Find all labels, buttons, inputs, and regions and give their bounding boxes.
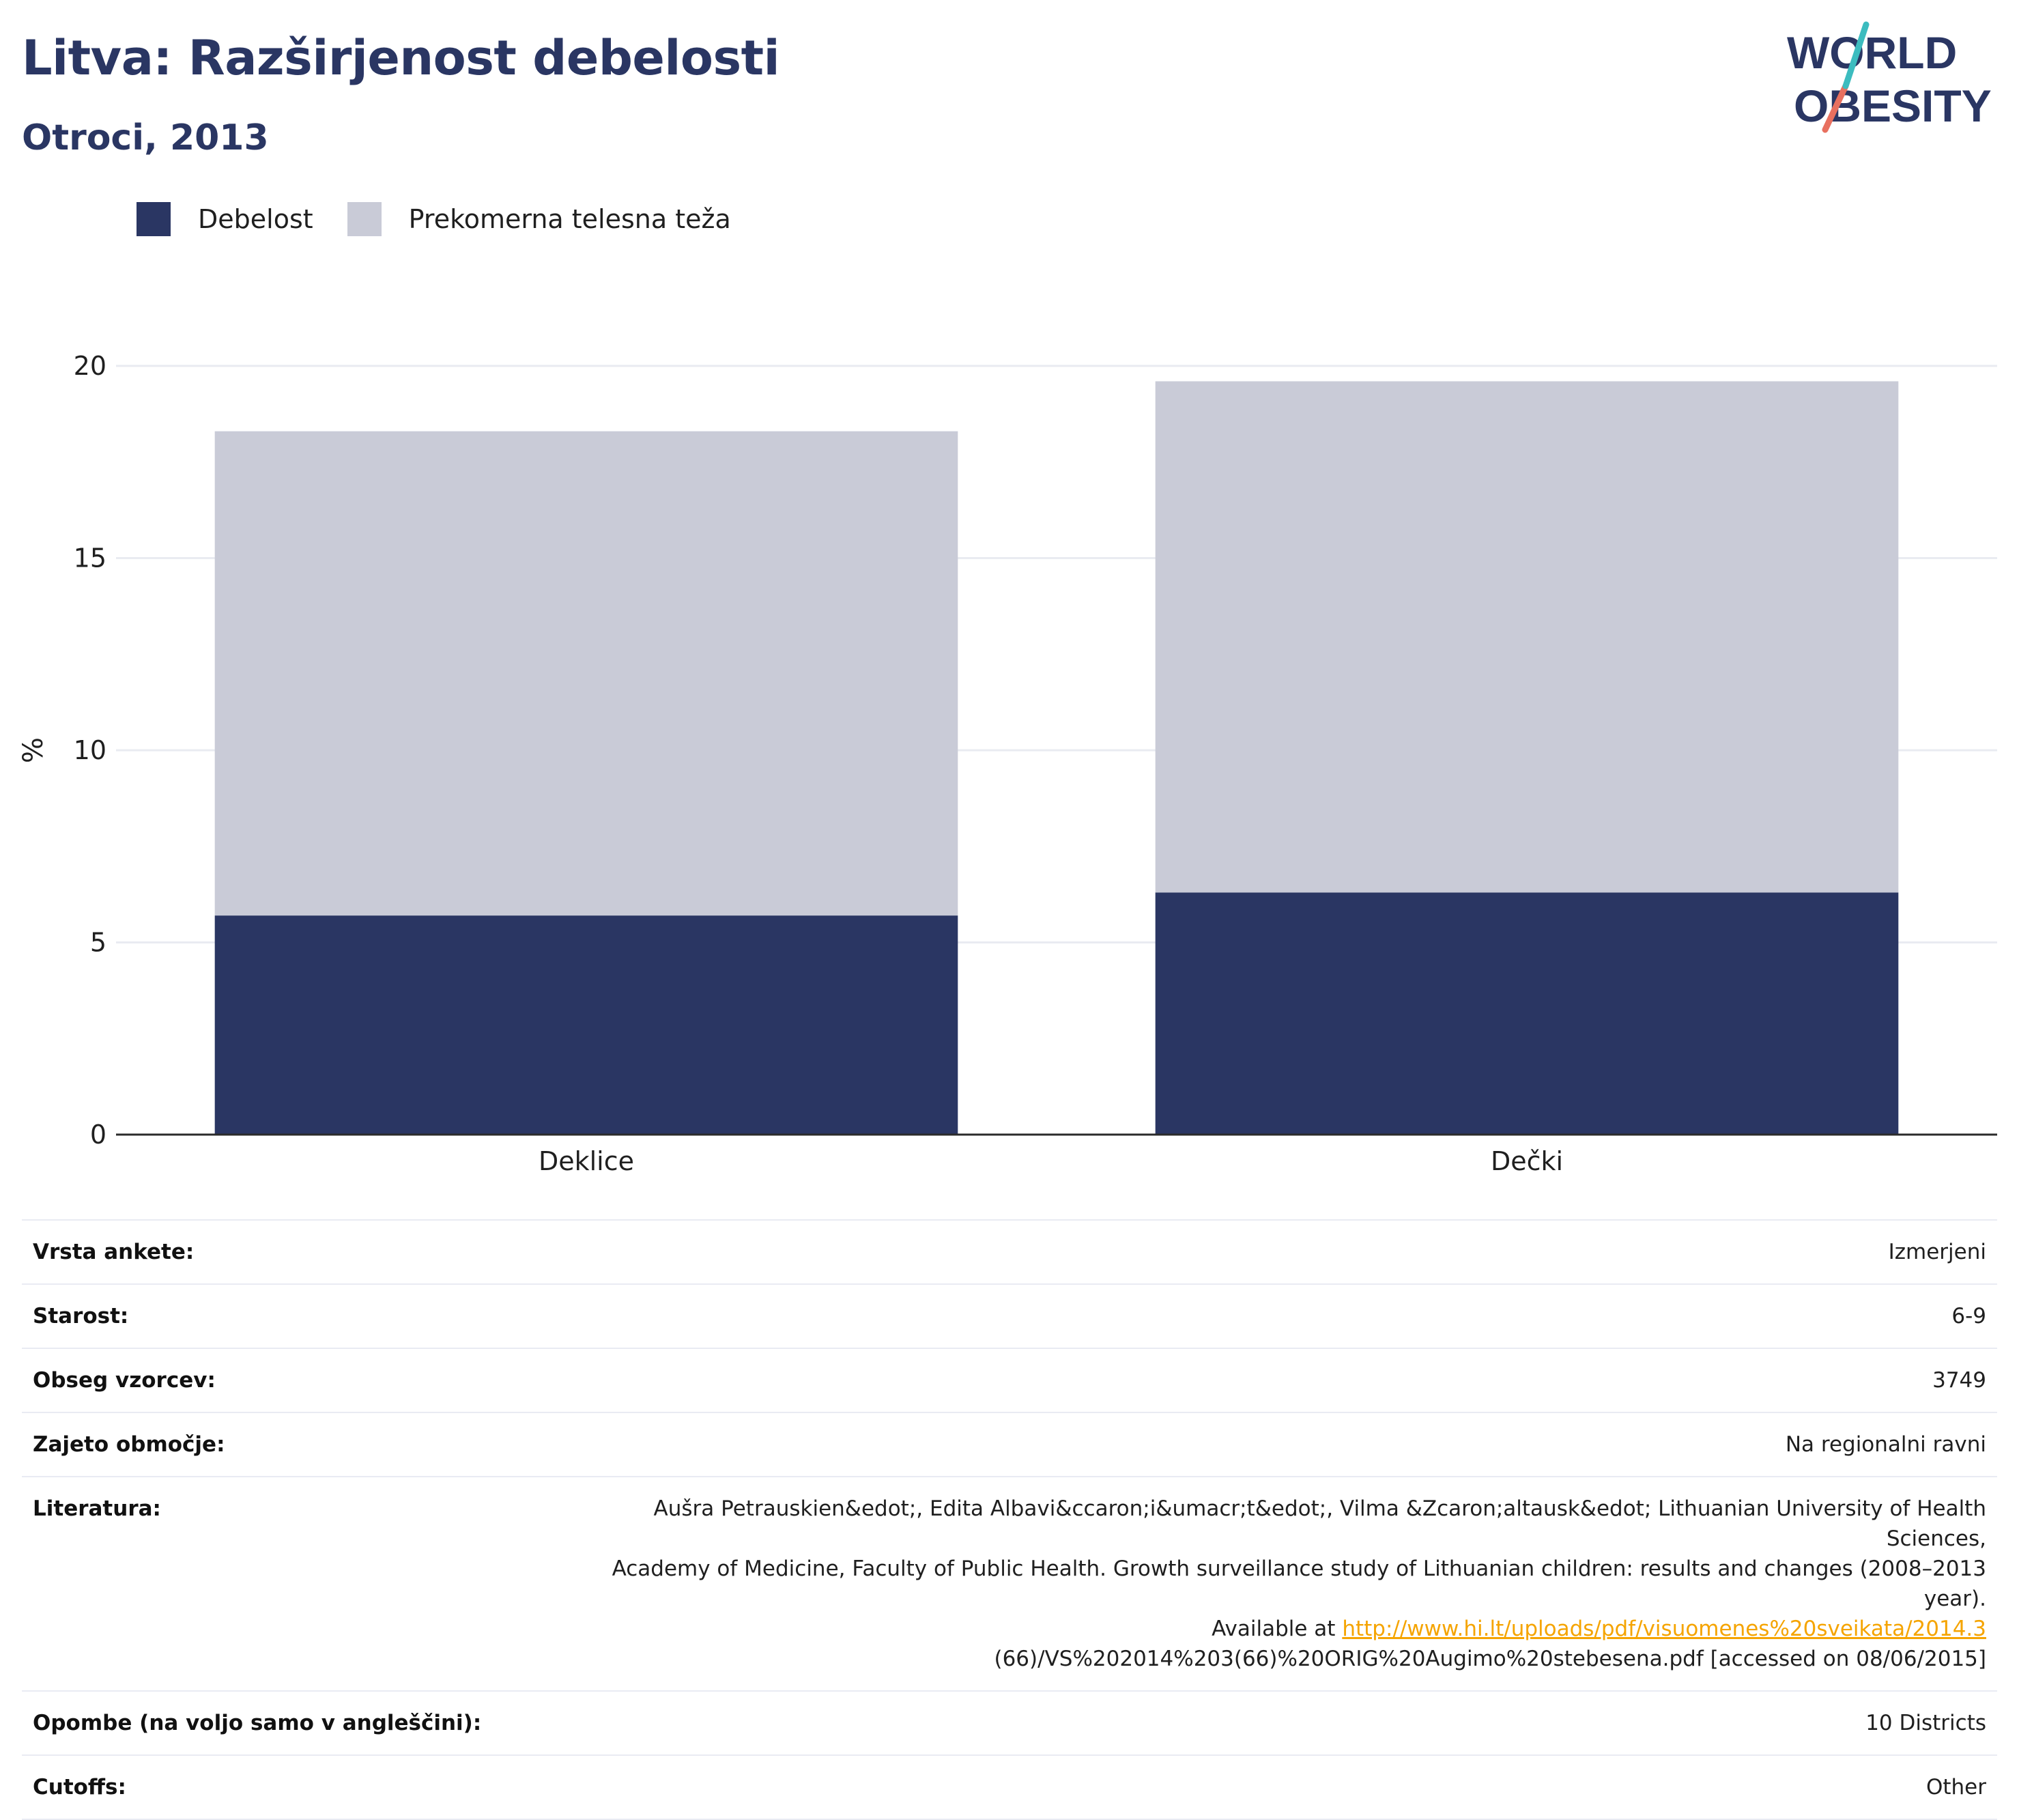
info-value: 10 Districts bbox=[590, 1690, 1997, 1755]
svg-text:WORLD: WORLD bbox=[1787, 27, 1957, 78]
info-row-notes: Opombe (na voljo samo v angleščini): 10 … bbox=[22, 1690, 1997, 1755]
svg-text:OBESITY: OBESITY bbox=[1794, 81, 1992, 131]
citation-line: Available at http://www.hi.lt/uploads/pd… bbox=[601, 1614, 1986, 1644]
info-row-cutoffs: Cutoffs: Other bbox=[22, 1754, 1997, 1820]
info-row-literature: Literatura: Aušra Petrauskien&edot;, Edi… bbox=[22, 1476, 1997, 1691]
info-value: Izmerjeni bbox=[590, 1219, 1997, 1284]
citation-line: (66)/VS%202014%203(66)%20ORIG%20Augimo%2… bbox=[994, 1647, 1986, 1671]
page-subtitle: Otroci, 2013 bbox=[22, 117, 269, 158]
bar-segment-obesity bbox=[1155, 892, 1899, 1135]
info-row-survey-type: Vrsta ankete: Izmerjeni bbox=[22, 1219, 1997, 1284]
bar-segment-overweight bbox=[1155, 381, 1899, 893]
survey-info-table: Vrsta ankete: Izmerjeni Starost: 6-9 Obs… bbox=[22, 1219, 1997, 1820]
info-value: Other bbox=[590, 1754, 1997, 1820]
y-tick-label: 0 bbox=[90, 1120, 106, 1150]
legend-label-overweight: Prekomerna telesna teža bbox=[408, 204, 731, 234]
literature-citation: Aušra Petrauskien&edot;, Edita Albavi&cc… bbox=[590, 1476, 1997, 1691]
y-tick-label: 5 bbox=[90, 928, 106, 958]
citation-prefix: Available at bbox=[1212, 1617, 1343, 1641]
legend-swatch-obesity bbox=[137, 202, 171, 236]
citation-line: Aušra Petrauskien&edot;, Edita Albavi&cc… bbox=[653, 1496, 1986, 1551]
legend-item-obesity[interactable]: Debelost bbox=[137, 202, 313, 236]
info-row-area: Zajeto območje: Na regionalni ravni bbox=[22, 1412, 1997, 1477]
y-tick-label: 10 bbox=[74, 735, 106, 765]
info-value: 6-9 bbox=[590, 1283, 1997, 1348]
stacked-bar-chart: 0 5 10 15 20 Deklice Dečki% bbox=[18, 351, 1997, 1176]
info-label: Zajeto območje: bbox=[22, 1412, 590, 1477]
y-axis-title: % bbox=[18, 737, 49, 763]
info-label: Cutoffs: bbox=[22, 1754, 590, 1820]
x-tick-label: Deklice bbox=[539, 1146, 634, 1176]
chart-legend: Debelost Prekomerna telesna teža bbox=[137, 202, 765, 236]
bar-segment-obesity bbox=[214, 915, 958, 1135]
citation-line: Academy of Medicine, Faculty of Public H… bbox=[612, 1556, 1986, 1611]
info-label: Opombe (na voljo samo v angleščini): bbox=[22, 1690, 590, 1755]
y-tick-label: 20 bbox=[74, 351, 106, 381]
info-value: Na regionalni ravni bbox=[590, 1412, 1997, 1477]
info-label: Obseg vzorcev: bbox=[22, 1348, 590, 1412]
world-obesity-logo: WORLD OBESITY bbox=[1787, 21, 1992, 133]
legend-item-overweight[interactable]: Prekomerna telesna teža bbox=[347, 202, 731, 236]
info-label: Vrsta ankete: bbox=[22, 1219, 590, 1284]
info-label: Literatura: bbox=[22, 1476, 590, 1691]
info-label: Starost: bbox=[22, 1283, 590, 1348]
legend-swatch-overweight bbox=[347, 202, 382, 236]
bar-segment-overweight bbox=[214, 431, 958, 916]
legend-label-obesity: Debelost bbox=[198, 204, 313, 234]
page-title: Litva: Razširjenost debelosti bbox=[22, 30, 780, 86]
y-tick-label: 15 bbox=[74, 543, 106, 573]
info-row-sample-size: Obseg vzorcev: 3749 bbox=[22, 1348, 1997, 1412]
source-link[interactable]: http://www.hi.lt/uploads/pdf/visuomenes%… bbox=[1342, 1617, 1986, 1641]
x-tick-label: Dečki bbox=[1491, 1146, 1563, 1176]
info-value: 3749 bbox=[590, 1348, 1997, 1412]
info-row-age: Starost: 6-9 bbox=[22, 1283, 1997, 1348]
